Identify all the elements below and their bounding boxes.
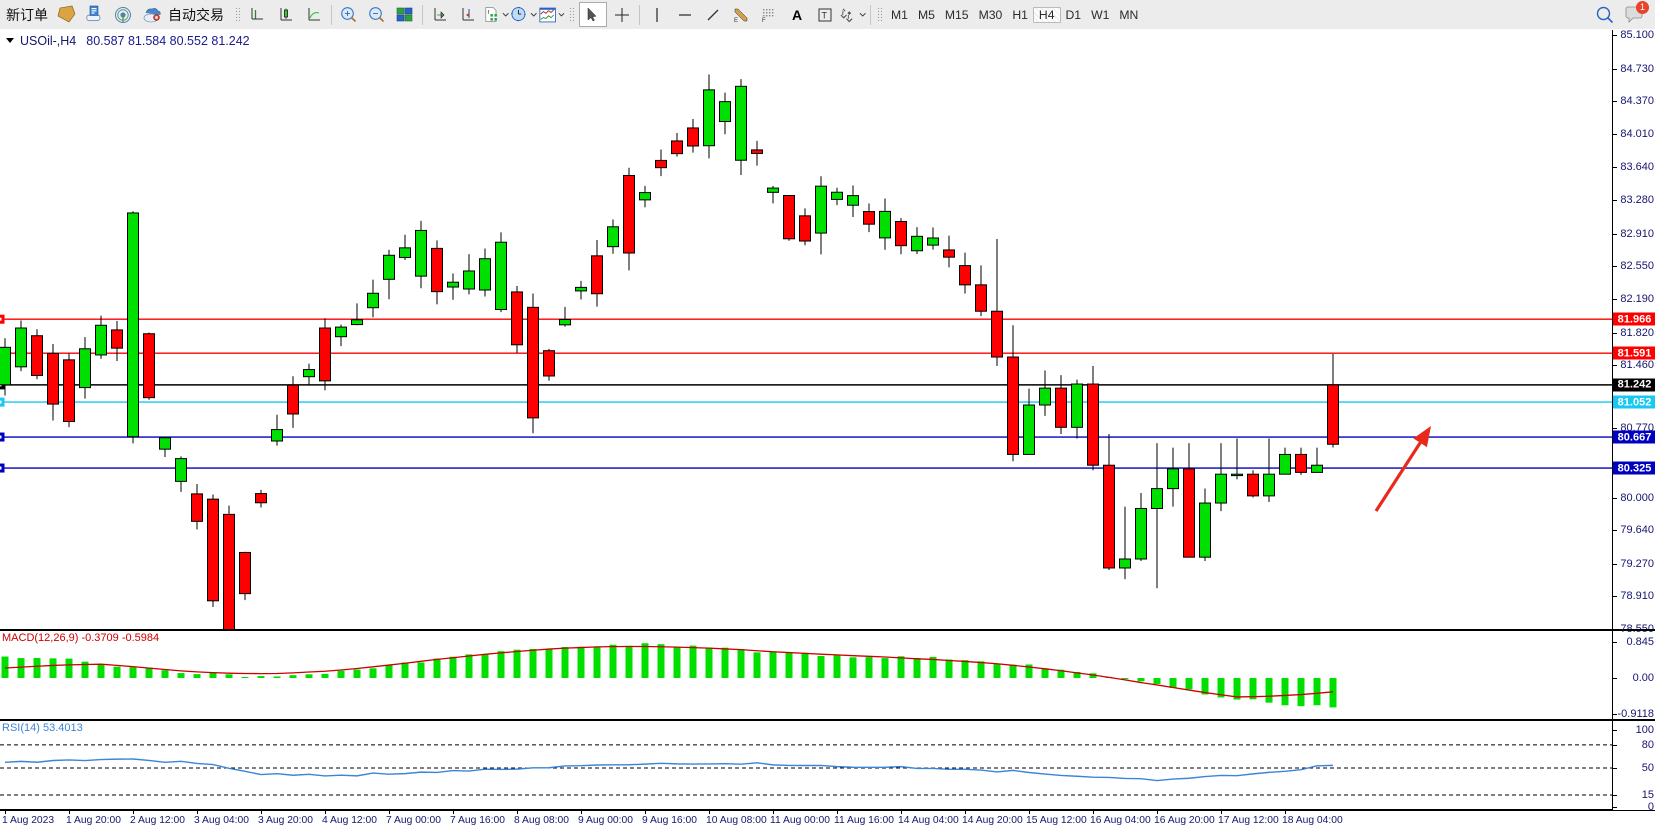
- svg-text:F: F: [762, 18, 766, 23]
- svg-text:T: T: [822, 10, 828, 20]
- svg-text:E: E: [734, 18, 738, 23]
